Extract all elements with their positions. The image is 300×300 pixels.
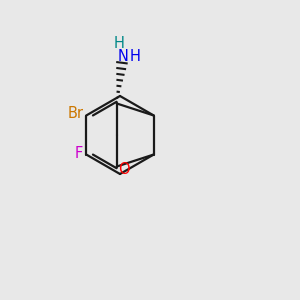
- Text: F: F: [75, 146, 83, 160]
- Text: H: H: [130, 50, 141, 64]
- Text: N: N: [117, 50, 128, 64]
- Text: O: O: [118, 162, 130, 177]
- Text: Br: Br: [67, 106, 83, 122]
- Text: H: H: [114, 36, 124, 51]
